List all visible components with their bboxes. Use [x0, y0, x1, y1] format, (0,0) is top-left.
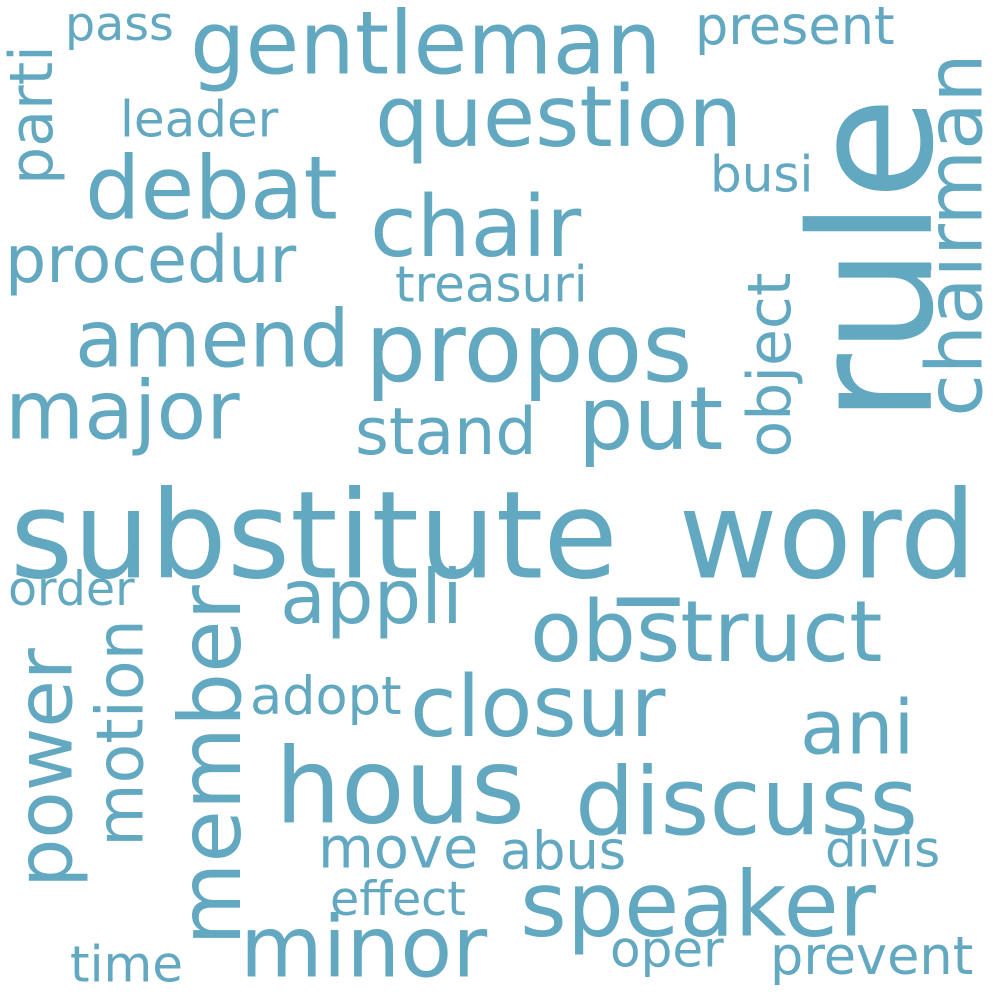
word-hous: hous: [275, 725, 526, 848]
word-amend: amend: [75, 292, 350, 386]
word-obstruct: obstruct: [530, 583, 883, 682]
word-discuss: discuss: [575, 746, 919, 857]
word-procedur: procedur: [5, 223, 297, 298]
word-put: put: [578, 367, 724, 470]
word-treasuri: treasuri: [395, 256, 588, 314]
word-adopt: adopt: [250, 665, 402, 727]
word-appli: appli: [280, 552, 463, 642]
word-question: question: [375, 68, 743, 167]
word-divis: divis: [825, 821, 941, 879]
word-power: power: [1, 647, 91, 888]
word-time: time: [70, 936, 183, 994]
word-gentleman: gentleman: [190, 0, 662, 95]
word-oper: oper: [610, 921, 724, 979]
word-speaker: speaker: [520, 852, 876, 957]
word-propos: propos: [365, 291, 693, 404]
word-ani: ani: [800, 683, 915, 772]
word-chair: chair: [370, 178, 582, 277]
word-debat: debat: [85, 137, 338, 240]
word-chairman: chairman: [911, 53, 1000, 417]
word-abus: abus: [500, 820, 627, 882]
word-effect: effect: [330, 871, 466, 927]
word-object: object: [733, 272, 805, 458]
word-pass: pass: [65, 0, 174, 52]
word-closur: closur: [410, 658, 666, 757]
word-minor: minor: [240, 897, 488, 997]
word-leader: leader: [120, 91, 279, 149]
word-member: member: [161, 584, 261, 946]
word-prevent: prevent: [770, 925, 974, 987]
word-major: major: [5, 363, 240, 459]
word-present: present: [695, 0, 895, 57]
word-busi: busi: [710, 146, 814, 204]
word-substitute-word: substitute_word: [10, 465, 977, 607]
word-parti: parti: [0, 45, 67, 185]
word-motion: motion: [83, 618, 159, 847]
word-stand: stand: [355, 395, 537, 470]
word-move: move: [318, 815, 479, 882]
word-order: order: [8, 561, 135, 617]
